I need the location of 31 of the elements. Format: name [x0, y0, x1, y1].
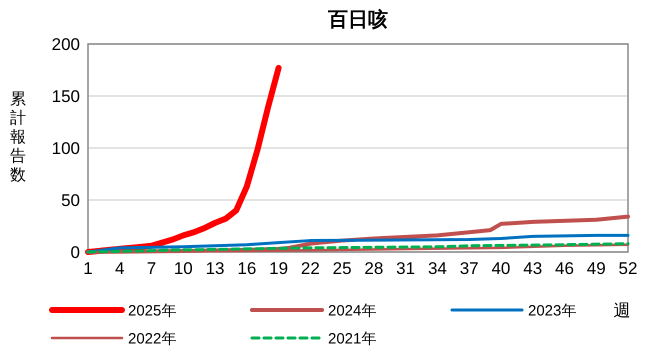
x-tick-label: 43 [523, 259, 542, 278]
x-axis-title: 週 [614, 300, 630, 320]
x-tick-label: 16 [237, 259, 256, 278]
x-tick-label: 22 [300, 259, 320, 278]
y-tick-label: 100 [52, 138, 80, 158]
y-axis-title: 累計報告数 [10, 91, 26, 184]
x-tick-label: 40 [491, 259, 510, 278]
x-tick-label: 49 [586, 259, 606, 278]
y-tick-label: 0 [70, 242, 80, 262]
legend-label: 2025年 [128, 302, 176, 320]
legend-label: 2023年 [528, 302, 576, 320]
x-tick-label: 7 [146, 259, 156, 278]
y-tick-label: 150 [52, 86, 80, 106]
x-tick-label: 19 [269, 259, 288, 278]
x-tick-label: 31 [396, 259, 416, 278]
x-tick-label: 52 [618, 259, 638, 278]
x-tick-label: 13 [206, 259, 225, 278]
x-tick-label: 34 [428, 259, 447, 278]
y-tick-label: 200 [52, 34, 80, 54]
x-tick-label: 1 [83, 259, 93, 278]
x-tick-label: 4 [115, 259, 124, 278]
legend-label: 2022年 [128, 330, 176, 348]
y-tick-label: 50 [61, 190, 80, 210]
legend-label: 2024年 [328, 302, 376, 320]
x-tick-label: 46 [555, 259, 574, 278]
x-tick-label: 10 [174, 259, 193, 278]
x-tick-label: 25 [332, 259, 352, 278]
x-tick-label: 28 [364, 259, 384, 278]
x-tick-label: 37 [460, 259, 479, 278]
chart-title: 百日咳 [327, 8, 388, 31]
legend-label: 2021年 [328, 330, 376, 348]
